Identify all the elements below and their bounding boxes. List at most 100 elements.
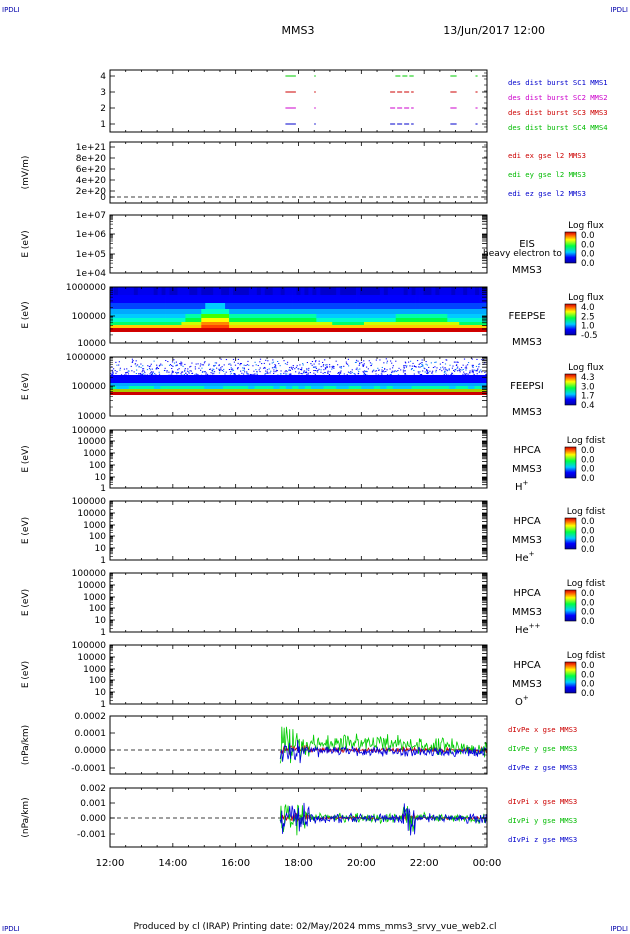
feepsi-cell: [367, 386, 375, 389]
feepsi-cell: [267, 386, 274, 389]
feepsi-speck: [172, 371, 174, 373]
feepse-cell: [193, 303, 198, 309]
y-axis-label: E (eV): [21, 230, 31, 257]
feepsi-speck: [200, 369, 202, 371]
feepsi-speck: [135, 360, 137, 362]
feepsi-speck: [373, 369, 375, 371]
feepsi-speck: [467, 362, 470, 364]
feepsi-speck: [350, 371, 352, 373]
feepsi-speck: [280, 373, 282, 375]
y-axis-label: E (eV): [21, 301, 31, 328]
feepsi-speck: [446, 370, 448, 372]
feepsi-speck: [393, 370, 395, 372]
feepse-cell: [252, 303, 258, 309]
feepse-cell: [336, 295, 341, 303]
feepse-cell: [467, 322, 472, 325]
feepse-cell: [471, 287, 476, 295]
feepse-cell: [284, 322, 289, 325]
feepse-cell: [344, 314, 349, 318]
feepse-cell: [332, 322, 337, 325]
feepse-cell: [149, 287, 155, 295]
feepse-cell: [292, 318, 297, 322]
feepsi-speck: [326, 366, 328, 368]
feepsi-speck: [285, 373, 287, 375]
feepse-cell: [375, 325, 381, 328]
feepse-cell: [407, 318, 412, 322]
feepse-cell: [153, 322, 159, 325]
feepse-cell: [137, 314, 143, 318]
feepse-cell: [328, 287, 333, 295]
feepsi-speck: [375, 370, 378, 372]
feepse-cell: [391, 295, 397, 303]
feepsi-speck: [204, 371, 206, 373]
feepsi-speck: [314, 370, 316, 372]
feepse-cell: [181, 314, 186, 318]
feepsi-speck: [443, 372, 446, 374]
feepsi-speck: [254, 361, 256, 363]
feepse-cell: [117, 332, 123, 343]
colorbar: [564, 661, 577, 694]
feepse-cell: [189, 314, 194, 318]
feepse-cell: [217, 322, 222, 325]
feepse-cell: [229, 303, 234, 309]
feepse-cell: [268, 322, 274, 325]
feepse-cell: [117, 325, 123, 328]
feepsi-cell: [430, 386, 438, 389]
feepse-cell: [332, 309, 337, 314]
feepse-cell: [447, 322, 452, 325]
feepsi-speck: [265, 370, 267, 372]
date-title: 13/Jun/2017 12:00: [443, 24, 545, 37]
feepse-cell: [455, 332, 460, 343]
feepse-cell: [260, 287, 266, 295]
feepsi-speck: [147, 365, 149, 367]
x-tick-label: 22:00: [410, 858, 439, 869]
feepsi-speck: [158, 373, 161, 375]
feepsi-speck: [164, 367, 166, 369]
feepse-cell: [244, 332, 250, 343]
feepse-cell: [431, 295, 436, 303]
feepse-cell: [225, 309, 230, 314]
feepse-cell: [161, 325, 166, 328]
feepse-cell: [236, 332, 242, 343]
feepse-cell: [121, 322, 127, 325]
feepse-cell: [252, 314, 258, 318]
feepse-cell: [169, 303, 174, 309]
colorbar-title: Log fdist: [567, 436, 606, 446]
feepsi-speck: [150, 363, 152, 365]
feepse-cell: [411, 287, 416, 295]
feepse-cell: [141, 295, 147, 303]
feepsi-speck: [164, 369, 166, 371]
feepse-cell: [117, 318, 123, 322]
feepse-cell: [439, 287, 444, 295]
feepsi-speck: [448, 368, 450, 370]
y-tick-label: 1: [100, 120, 106, 130]
feepse-cell: [387, 295, 393, 303]
feepse-cell: [280, 295, 286, 303]
feepse-cell: [284, 287, 289, 295]
feepse-cell: [185, 318, 190, 322]
feepse-cell: [399, 295, 405, 303]
feepsi-speck: [134, 363, 137, 365]
feepse-cell: [121, 303, 127, 309]
feepse-cell: [133, 314, 139, 318]
feepsi-cell: [392, 386, 400, 389]
feepse-cell: [344, 318, 349, 322]
feepsi-speck: [288, 367, 291, 369]
feepse-cell: [165, 332, 170, 343]
feepse-cell: [276, 325, 282, 328]
feepsi-speck: [128, 370, 130, 372]
feepsi-cell: [323, 386, 331, 389]
colorbar-tick-label: 0.0: [581, 455, 595, 465]
feepsi-cell: [160, 386, 167, 389]
feepsi-speck: [177, 372, 180, 374]
feepsi-speck: [167, 361, 169, 363]
feepsi-speck: [273, 367, 275, 369]
feepsi-speck: [471, 369, 473, 371]
y-tick-label: 1000000: [66, 353, 106, 363]
feepse-cell: [209, 325, 214, 328]
feepse-cell: [177, 332, 182, 343]
feepse-cell: [332, 287, 337, 295]
colorbar-tick-label: 0.0: [581, 465, 595, 475]
